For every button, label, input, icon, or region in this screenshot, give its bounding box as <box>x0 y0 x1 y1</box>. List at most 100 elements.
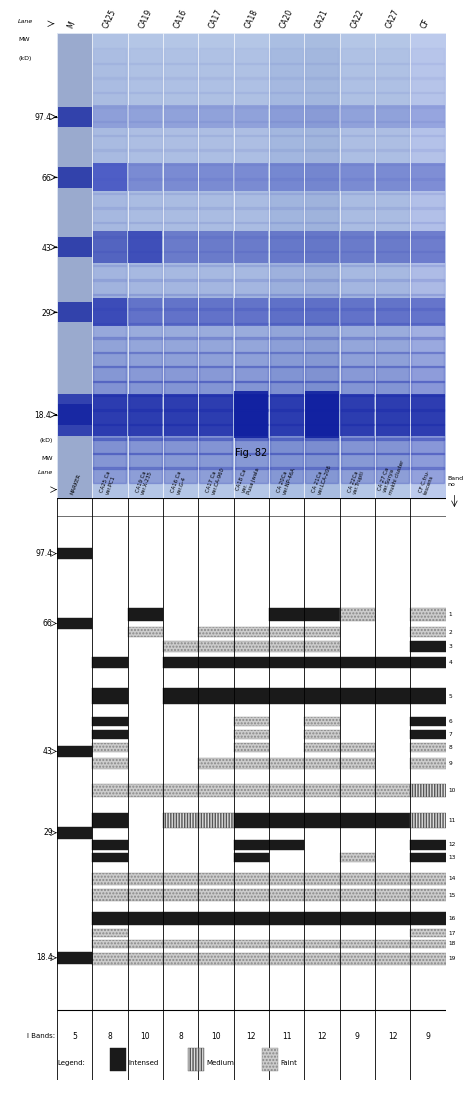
Bar <box>57 107 91 127</box>
Text: 1: 1 <box>448 613 452 617</box>
Bar <box>234 657 269 668</box>
Bar <box>341 164 374 180</box>
Bar <box>341 207 374 223</box>
Bar <box>305 193 338 208</box>
Bar <box>270 299 303 326</box>
Bar <box>375 688 410 704</box>
Bar <box>376 410 409 425</box>
Bar <box>304 758 339 769</box>
Bar <box>376 106 409 122</box>
Bar <box>410 873 446 885</box>
Bar <box>128 393 162 435</box>
Bar <box>305 222 338 238</box>
Bar <box>270 395 303 411</box>
Text: 12: 12 <box>448 843 456 847</box>
Bar <box>375 953 410 965</box>
Bar <box>199 230 233 263</box>
Bar <box>129 410 162 425</box>
Bar <box>164 163 198 192</box>
Bar <box>410 641 446 652</box>
Bar <box>93 136 127 151</box>
Bar <box>164 366 197 382</box>
Bar <box>200 222 232 238</box>
Bar <box>93 163 127 192</box>
Bar <box>269 841 304 850</box>
Bar <box>164 230 198 263</box>
Bar <box>341 91 374 108</box>
Bar <box>375 33 410 498</box>
Bar <box>92 873 128 885</box>
Text: 17: 17 <box>448 931 456 936</box>
Bar <box>341 179 374 194</box>
Bar <box>163 953 198 965</box>
Bar <box>339 784 375 797</box>
Bar <box>93 193 127 208</box>
Text: 9: 9 <box>448 761 452 766</box>
Bar <box>376 48 409 64</box>
Bar <box>304 33 339 498</box>
Bar <box>200 337 232 353</box>
Bar <box>341 467 374 483</box>
Text: 5: 5 <box>72 1031 77 1041</box>
Bar <box>93 48 127 64</box>
Bar <box>339 911 375 925</box>
Bar <box>93 230 127 263</box>
Bar <box>164 424 197 440</box>
Bar <box>164 236 197 252</box>
Bar <box>129 467 162 483</box>
Bar <box>234 299 268 326</box>
Bar <box>92 940 128 948</box>
Bar <box>375 813 410 828</box>
Bar <box>375 299 410 326</box>
Bar <box>129 136 162 151</box>
Bar <box>234 873 269 885</box>
Bar <box>163 641 198 652</box>
Bar <box>269 953 304 965</box>
Bar <box>93 179 127 194</box>
Bar <box>235 467 268 483</box>
Bar <box>410 953 446 965</box>
Bar <box>163 657 198 668</box>
Bar <box>269 688 304 704</box>
Bar <box>304 627 339 637</box>
Bar <box>200 309 232 324</box>
Bar <box>411 136 445 151</box>
Bar <box>304 889 339 900</box>
Bar <box>234 743 269 752</box>
Bar <box>93 309 127 324</box>
Bar <box>376 236 409 252</box>
Bar <box>235 106 268 122</box>
Bar <box>235 120 268 137</box>
Bar <box>128 873 163 885</box>
Bar <box>164 453 197 468</box>
Text: (kD): (kD) <box>39 439 53 443</box>
Bar <box>93 299 127 326</box>
Bar <box>164 120 197 137</box>
Bar <box>164 439 197 454</box>
Bar <box>129 120 162 137</box>
Bar <box>198 641 234 652</box>
Bar <box>200 106 232 122</box>
Bar <box>269 784 304 797</box>
Bar <box>164 393 198 435</box>
Text: CA 21Ca
var.LCA-206: CA 21Ca var.LCA-206 <box>312 462 333 496</box>
Text: 16: 16 <box>448 916 456 921</box>
Bar <box>200 380 232 397</box>
Bar <box>234 105 268 129</box>
Bar <box>304 873 339 885</box>
Bar <box>235 164 268 180</box>
Bar <box>304 657 339 668</box>
Bar <box>129 337 162 353</box>
Bar <box>93 294 127 310</box>
Bar <box>57 617 92 629</box>
Bar <box>376 309 409 324</box>
Bar <box>339 743 375 752</box>
Bar <box>305 410 338 425</box>
Bar <box>305 136 338 151</box>
Bar <box>411 380 445 397</box>
Bar <box>411 395 445 411</box>
Bar <box>270 193 303 208</box>
Text: Lane: Lane <box>37 471 53 475</box>
Bar <box>411 120 445 137</box>
Bar <box>129 207 162 223</box>
